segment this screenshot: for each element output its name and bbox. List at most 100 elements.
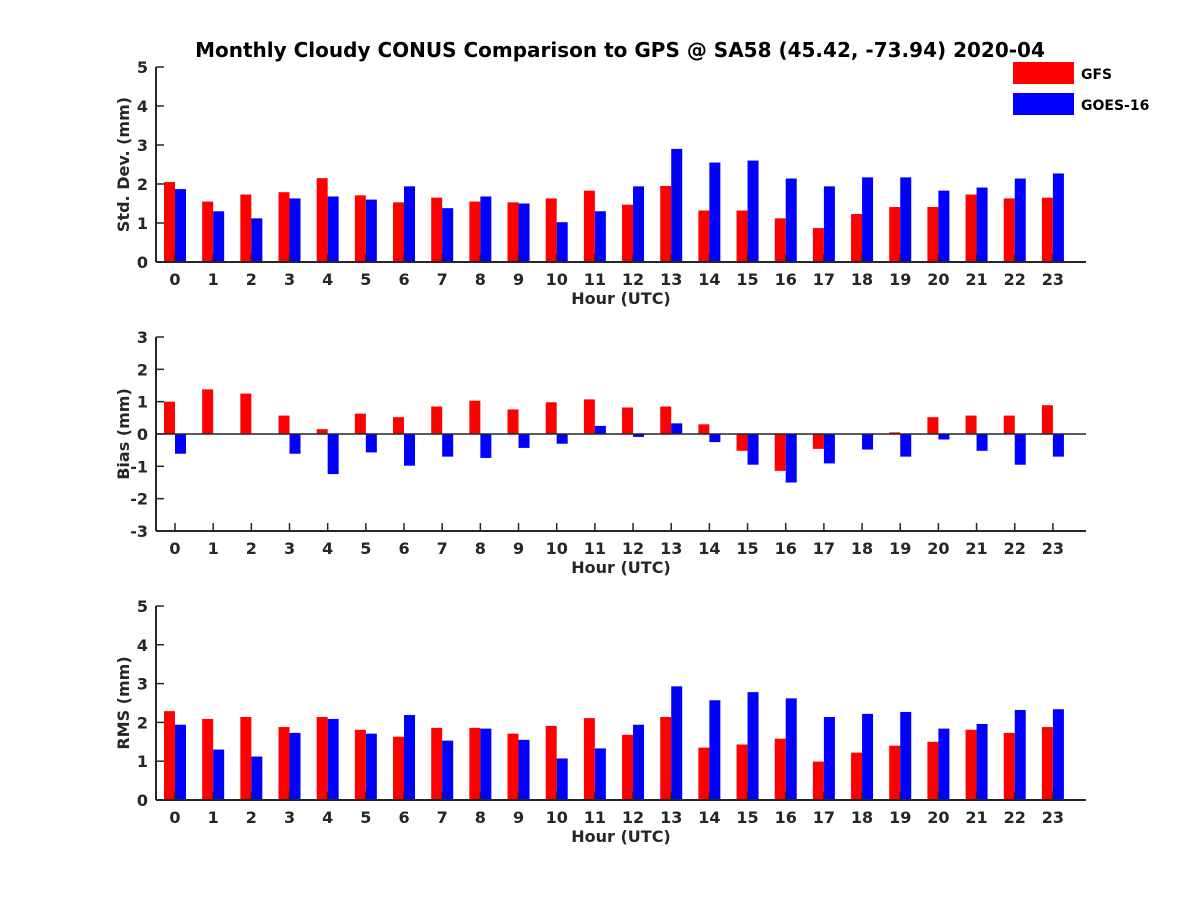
x-tick-label-std: 0 [169, 270, 180, 289]
x-tick-label-rms: 5 [360, 808, 371, 827]
x-tick-label-rms: 14 [698, 808, 720, 827]
bar-rms-gfs-3 [278, 727, 290, 800]
x-tick-label-rms: 16 [775, 808, 797, 827]
bar-rms-goes-16-13 [671, 686, 683, 800]
bar-std-goes-16-17 [823, 186, 835, 262]
x-tick-label-bias: 21 [965, 539, 987, 558]
x-tick-label-rms: 21 [965, 808, 987, 827]
bar-std-gfs-13 [660, 185, 672, 262]
bar-std-goes-16-6 [404, 186, 416, 262]
bar-rms-gfs-1 [202, 718, 214, 800]
bar-bias-goes-16-23 [1052, 434, 1064, 457]
x-tick-label-rms: 19 [889, 808, 911, 827]
y-tick-label-rms: 2 [137, 713, 148, 732]
x-tick-label-bias: 5 [360, 539, 371, 558]
x-tick-label-std: 7 [437, 270, 448, 289]
bar-rms-gfs-19 [889, 745, 901, 800]
bar-rms-gfs-9 [507, 733, 519, 800]
x-tick-label-std: 4 [322, 270, 333, 289]
x-tick-label-bias: 11 [584, 539, 606, 558]
bar-rms-goes-16-8 [480, 728, 492, 800]
bar-std-goes-16-19 [900, 177, 912, 262]
bar-rms-gfs-16 [774, 738, 786, 800]
bar-std-gfs-9 [507, 202, 519, 262]
bar-std-gfs-16 [774, 218, 786, 262]
bar-std-gfs-7 [431, 197, 443, 262]
bar-std-gfs-12 [622, 204, 634, 262]
y-tick-label-std: 1 [137, 214, 148, 233]
bar-std-goes-16-11 [594, 211, 606, 262]
bar-std-goes-16-20 [938, 190, 950, 262]
x-tick-label-rms: 3 [284, 808, 295, 827]
x-tick-label-bias: 7 [437, 539, 448, 558]
bar-bias-gfs-15 [736, 434, 748, 451]
bar-rms-gfs-15 [736, 744, 748, 800]
bar-std-gfs-3 [278, 192, 290, 262]
x-tick-label-std: 9 [513, 270, 524, 289]
bar-rms-goes-16-17 [823, 716, 835, 800]
x-tick-label-bias: 16 [775, 539, 797, 558]
x-tick-label-rms: 8 [475, 808, 486, 827]
bar-rms-goes-16-19 [900, 711, 912, 800]
x-tick-label-std: 17 [813, 270, 835, 289]
x-tick-label-bias: 3 [284, 539, 295, 558]
bar-bias-gfs-8 [469, 400, 481, 434]
bar-rms-goes-16-18 [862, 713, 874, 800]
x-tick-label-rms: 6 [398, 808, 409, 827]
bar-std-goes-16-2 [251, 218, 263, 262]
bar-rms-gfs-12 [622, 734, 634, 800]
bar-bias-goes-16-10 [556, 434, 568, 444]
y-tick-label-std: 5 [137, 58, 148, 77]
x-tick-label-std: 11 [584, 270, 606, 289]
bar-std-gfs-1 [202, 201, 214, 262]
x-tick-label-std: 5 [360, 270, 371, 289]
bar-bias-gfs-3 [278, 415, 290, 434]
x-tick-label-rms: 20 [927, 808, 949, 827]
x-axis-label-rms: Hour (UTC) [571, 827, 671, 846]
bar-rms-gfs-23 [1041, 727, 1053, 800]
x-axis-label-bias: Hour (UTC) [571, 558, 671, 577]
y-tick-label-rms: 1 [137, 752, 148, 771]
bar-std-goes-16-10 [556, 222, 568, 262]
bar-rms-gfs-14 [698, 747, 710, 800]
y-tick-label-rms: 5 [137, 597, 148, 616]
x-tick-label-bias: 4 [322, 539, 333, 558]
bar-rms-goes-16-5 [365, 733, 377, 800]
bar-rms-goes-16-0 [175, 724, 186, 800]
bar-bias-gfs-12 [622, 407, 634, 434]
bar-rms-goes-16-7 [442, 740, 454, 800]
bar-rms-gfs-18 [851, 752, 863, 800]
bar-rms-goes-16-10 [556, 758, 568, 800]
bar-bias-goes-16-16 [785, 434, 797, 483]
legend-swatch-gfs [1013, 62, 1074, 84]
x-tick-label-bias: 8 [475, 539, 486, 558]
bar-bias-gfs-7 [431, 406, 443, 434]
x-tick-label-std: 22 [1004, 270, 1026, 289]
bar-bias-gfs-21 [965, 415, 977, 434]
bar-bias-gfs-9 [507, 409, 519, 434]
bar-rms-goes-16-20 [938, 728, 950, 800]
x-tick-label-std: 13 [660, 270, 682, 289]
x-tick-label-bias: 9 [513, 539, 524, 558]
bar-bias-gfs-2 [240, 393, 252, 434]
bar-std-gfs-6 [393, 202, 405, 262]
bar-bias-goes-16-14 [709, 434, 721, 443]
bar-std-gfs-15 [736, 210, 748, 262]
x-tick-label-std: 3 [284, 270, 295, 289]
legend-swatch-goes-16 [1013, 93, 1074, 115]
bar-std-goes-16-13 [671, 148, 683, 262]
bar-bias-goes-16-5 [365, 434, 377, 453]
x-tick-label-bias: 18 [851, 539, 873, 558]
bar-bias-gfs-10 [545, 402, 557, 434]
x-tick-label-bias: 22 [1004, 539, 1026, 558]
bar-std-goes-16-8 [480, 196, 492, 262]
bar-bias-goes-16-21 [976, 434, 988, 451]
bar-bias-gfs-22 [1003, 415, 1015, 434]
bar-std-gfs-23 [1041, 197, 1053, 262]
bar-rms-goes-16-2 [251, 756, 263, 800]
bar-rms-goes-16-1 [213, 749, 225, 800]
bar-rms-goes-16-4 [327, 718, 339, 800]
y-tick-label-bias: 3 [137, 328, 148, 347]
x-tick-label-std: 10 [546, 270, 568, 289]
